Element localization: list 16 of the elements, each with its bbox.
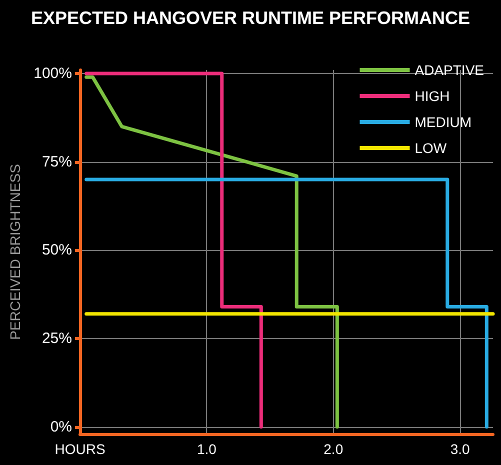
y-axis-title: PERCEIVED BRIGHTNESS [7, 164, 23, 340]
legend-label: LOW [414, 140, 448, 156]
legend-label: HIGH [414, 88, 450, 104]
chart-title: EXPECTED HANGOVER RUNTIME PERFORMANCE [30, 8, 470, 28]
y-tick-label: 0% [50, 418, 72, 436]
y-tick-label: 50% [42, 242, 72, 259]
y-tick-label: 100% [34, 65, 72, 82]
x-tick-label: 3.0 [450, 441, 470, 457]
legend-label: MEDIUM [414, 114, 472, 130]
legend-label: ADAPTIVE [414, 62, 484, 78]
x-tick-label: 1.0 [196, 441, 217, 457]
line-series [84, 75, 339, 429]
y-tick-label: 25% [42, 330, 72, 348]
x-tick-label: 2.0 [324, 441, 344, 457]
x-tick-label: HOURS [54, 441, 106, 457]
y-tick-label: 75% [42, 153, 72, 170]
